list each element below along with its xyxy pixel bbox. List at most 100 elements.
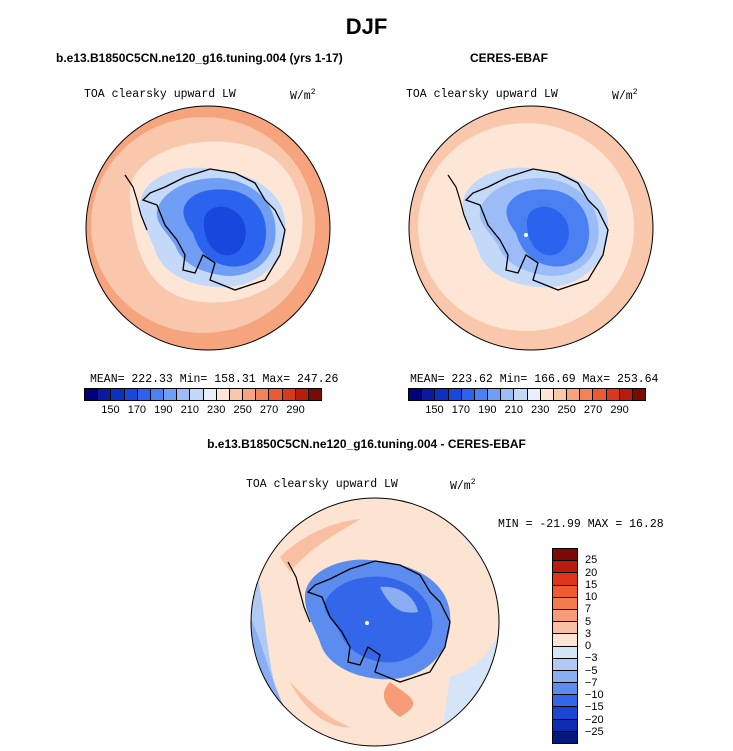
obs-colorbar-swatch: [527, 389, 541, 400]
diff-colorbar-swatch: [553, 634, 577, 647]
diff-colorbar-labels: 25 20 15 10 7 5 3 0 −3 −5 −7 −10 −15 −20 −25: [585, 548, 625, 744]
diff-colorbar-tick-label: −20: [585, 713, 604, 726]
model-colorbar-tick-label: 210: [180, 404, 199, 416]
model-colorbar-swatch: [85, 389, 99, 400]
diff-colorbar-swatch: [553, 646, 577, 659]
model-colorbar-swatch: [137, 389, 151, 400]
obs-colorbar: [408, 388, 646, 401]
diff-colorbar-swatch: [553, 683, 577, 696]
page-title: DJF: [345, 14, 388, 39]
obs-colorbar-swatch: [488, 389, 502, 400]
diff-colorbar-swatch: [553, 585, 577, 598]
diff-colorbar-swatch: [553, 573, 577, 586]
obs-colorbar-tick-label: 230: [531, 404, 550, 416]
obs-polar-map: [408, 105, 654, 351]
diff-colorbar-tick-label: −7: [585, 676, 598, 689]
diff-colorbar-swatch: [553, 670, 577, 684]
diff-colorbar-tick-label: 7: [585, 603, 592, 616]
diff-colorbar: [552, 548, 578, 744]
obs-colorbar-swatch: [619, 389, 633, 400]
model-colorbar-swatch: [269, 389, 283, 400]
diff-colorbar-swatch: [553, 695, 577, 708]
model-colorbar-tick-label: 170: [127, 404, 147, 416]
obs-colorbar-swatch: [580, 389, 594, 400]
model-colorbar-swatch: [229, 389, 244, 400]
model-colorbar-tick-label: 250: [233, 404, 252, 416]
model-stats: MEAN= 222.33 Min= 158.31 Max= 247.26: [90, 373, 339, 386]
obs-colorbar-swatch: [606, 389, 620, 400]
obs-colorbar-tick-label: 150: [425, 404, 444, 416]
obs-colorbar-tick-label: 270: [583, 404, 603, 416]
diff-variable-label: TOA clearsky upward LW: [246, 478, 398, 491]
model-colorbar-labels: 150 170 190 210 230 250 270 290: [84, 404, 322, 418]
diff-colorbar-tick-label: 3: [585, 627, 592, 640]
model-colorbar-swatch: [150, 389, 165, 400]
model-colorbar-swatch: [203, 389, 217, 400]
model-colorbar-tick-label: 270: [259, 404, 279, 416]
obs-colorbar-swatch: [501, 389, 515, 400]
obs-colorbar-swatch: [409, 389, 423, 400]
obs-colorbar-swatch: [514, 389, 528, 400]
diff-colorbar-swatch: [553, 561, 577, 574]
diff-colorbar-tick-label: 10: [585, 591, 598, 603]
obs-colorbar-swatch: [474, 389, 489, 400]
model-colorbar-swatch: [177, 389, 191, 400]
model-colorbar-swatch: [308, 389, 322, 400]
obs-colorbar-swatch: [422, 389, 436, 400]
model-colorbar: [84, 388, 322, 401]
diff-colorbar-swatch: [553, 622, 577, 635]
diff-colorbar-tick-label: −15: [585, 701, 604, 714]
model-colorbar-tick-label: 230: [207, 404, 226, 416]
obs-colorbar-tick-label: 290: [610, 404, 629, 416]
obs-variable-label: TOA clearsky upward LW: [406, 88, 558, 101]
diff-units-label: W/m2: [450, 478, 476, 493]
model-colorbar-tick-label: 150: [101, 404, 120, 416]
model-colorbar-swatch: [295, 389, 309, 400]
obs-colorbar-tick-label: 170: [451, 404, 471, 416]
diff-colorbar-tick-label: 15: [585, 578, 598, 591]
obs-colorbar-swatch: [435, 389, 449, 400]
diff-colorbar-tick-label: 20: [585, 566, 598, 579]
diff-colorbar-swatch: [553, 719, 577, 732]
diff-colorbar-swatch: [553, 549, 577, 562]
model-colorbar-swatch: [256, 389, 270, 400]
diff-polar-map: [250, 497, 500, 747]
diff-colorbar-tick-label: −3: [585, 652, 598, 665]
obs-units-label: W/m2: [612, 88, 638, 103]
diff-colorbar-swatch: [553, 731, 577, 743]
model-colorbar-tick-label: 290: [286, 404, 305, 416]
obs-colorbar-tick-label: 250: [557, 404, 576, 416]
obs-stats: MEAN= 223.62 Min= 166.69 Max= 253.64: [410, 373, 659, 386]
model-colorbar-tick-label: 190: [154, 404, 173, 416]
obs-colorbar-swatch: [593, 389, 607, 400]
obs-colorbar-swatch: [540, 389, 554, 400]
obs-colorbar-tick-label: 190: [478, 404, 497, 416]
obs-colorbar-swatch: [448, 389, 462, 400]
model-colorbar-swatch: [190, 389, 204, 400]
model-colorbar-swatch: [124, 389, 138, 400]
model-colorbar-swatch: [111, 389, 125, 400]
diff-colorbar-tick-label: 25: [585, 554, 598, 567]
obs-colorbar-labels: 150 170 190 210 230 250 270 290: [408, 404, 646, 418]
diff-colorbar-swatch: [553, 707, 577, 720]
model-colorbar-swatch: [216, 389, 230, 400]
obs-panel-title: CERES-EBAF: [470, 51, 549, 65]
model-colorbar-swatch: [164, 389, 178, 400]
obs-colorbar-swatch: [553, 389, 568, 400]
model-colorbar-swatch: [243, 389, 257, 400]
model-polar-map: [85, 105, 331, 351]
obs-colorbar-swatch: [567, 389, 581, 400]
obs-colorbar-swatch: [461, 389, 475, 400]
diff-colorbar-tick-label: −5: [585, 664, 598, 677]
diff-min-max-stats: MIN = -21.99 MAX = 16.28: [498, 518, 664, 531]
diff-colorbar-tick-label: 5: [585, 615, 592, 628]
model-units-label: W/m2: [290, 88, 316, 103]
diff-colorbar-tick-label: 0: [585, 640, 592, 652]
diff-colorbar-swatch: [553, 609, 577, 623]
model-colorbar-swatch: [282, 389, 296, 400]
diff-colorbar-swatch: [553, 658, 577, 671]
model-colorbar-swatch: [98, 389, 112, 400]
model-panel-title: b.e13.B1850C5CN.ne120_g16.tuning.004 (yr…: [56, 51, 343, 65]
obs-colorbar-swatch: [632, 389, 646, 400]
model-variable-label: TOA clearsky upward LW: [84, 88, 236, 101]
